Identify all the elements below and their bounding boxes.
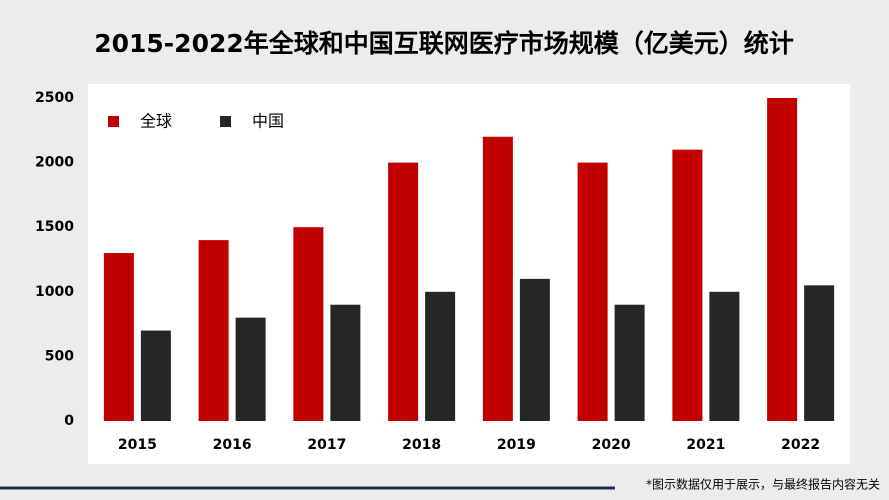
x-tick-label: 2015 [118, 437, 157, 453]
legend-label: 中国 [252, 112, 284, 131]
bar [388, 162, 419, 421]
chart-title: 2015-2022年全球和中国互联网医疗市场规模（亿美元）统计 [94, 29, 794, 58]
legend-swatch [108, 116, 119, 127]
bar [482, 136, 513, 421]
x-tick-label: 2021 [686, 437, 725, 453]
x-tick-label: 2019 [497, 437, 536, 453]
bar [804, 285, 835, 421]
legend-swatch [220, 116, 231, 127]
bar [235, 317, 266, 421]
footnote: *图示数据仅用于展示，与最终报告内容无关 [646, 477, 880, 492]
bar [767, 98, 798, 421]
bar [293, 227, 324, 421]
x-tick-label: 2020 [592, 437, 631, 453]
x-tick-label: 2022 [781, 437, 820, 453]
bar [425, 291, 456, 421]
bar [709, 291, 740, 421]
bar [198, 240, 229, 421]
y-tick-label: 0 [64, 413, 74, 429]
x-tick-label: 2017 [307, 437, 346, 453]
bar [614, 304, 645, 421]
bar [330, 304, 361, 421]
bar [103, 253, 134, 421]
bar [672, 149, 703, 421]
x-tick-label: 2016 [213, 437, 252, 453]
y-tick-label: 1500 [35, 219, 74, 235]
y-tick-label: 2500 [35, 90, 74, 106]
legend-label: 全球 [140, 112, 172, 131]
y-tick-label: 2000 [35, 155, 74, 171]
x-tick-label: 2018 [402, 437, 441, 453]
bar [519, 278, 550, 421]
bar [577, 162, 608, 421]
y-tick-label: 1000 [35, 284, 74, 300]
y-tick-label: 500 [45, 348, 74, 364]
bar [140, 330, 171, 421]
